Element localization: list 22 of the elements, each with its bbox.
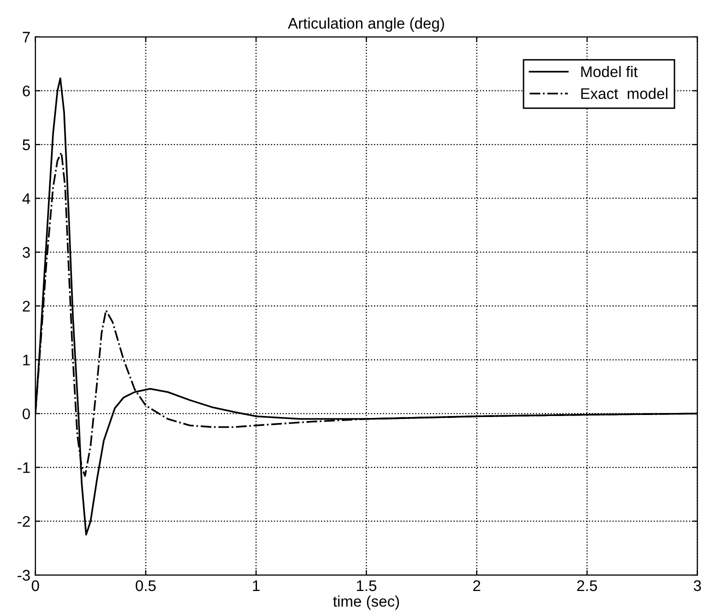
x-tick-label: 2.5: [577, 580, 598, 592]
x-tick-label: 1: [252, 580, 260, 591]
y-tick-label: 3: [22, 247, 30, 258]
x-tick-label: 2: [473, 580, 480, 591]
x-tick-label: 1.5: [356, 580, 376, 592]
y-tick-label: 2: [22, 300, 30, 312]
y-tick-label: 6: [22, 86, 30, 96]
x-axis-title: time (sec): [333, 596, 399, 610]
y-tick-label: 4: [22, 193, 30, 204]
x-tick-label: 3: [694, 580, 701, 592]
chart-title: Articulation angle (deg): [288, 17, 444, 32]
x-tick-label: 0.5: [136, 580, 156, 592]
y-tick-label: 0: [22, 408, 30, 420]
y-tick-label: -1: [18, 462, 30, 473]
legend-label: Exact model: [581, 88, 668, 100]
y-tick-label: -3: [18, 570, 30, 581]
y-tick-label: 1: [23, 354, 30, 366]
x-tick-label: 0: [32, 580, 40, 592]
y-tick-label: 5: [22, 140, 30, 150]
y-tick-label: -2: [18, 516, 30, 527]
y-tick-label: 7: [22, 32, 30, 42]
legend-label: Model fit: [581, 66, 638, 78]
